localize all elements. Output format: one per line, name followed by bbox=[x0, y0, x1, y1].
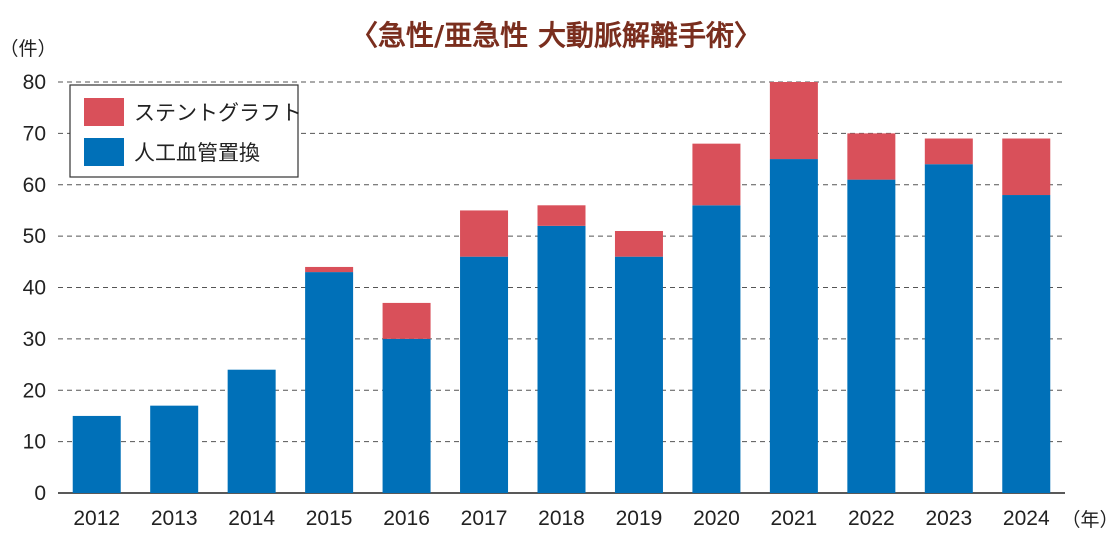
x-tick-label: 2022 bbox=[848, 507, 895, 530]
x-tick-label: 2019 bbox=[616, 507, 663, 530]
bar-2017-graft-replacement bbox=[460, 256, 509, 493]
x-tick-label: 2016 bbox=[383, 507, 430, 530]
bar-2016-stent-graft bbox=[382, 302, 431, 339]
x-axis-unit-label: （年） bbox=[1061, 509, 1112, 531]
y-tick-label: 20 bbox=[23, 379, 46, 402]
bars bbox=[72, 82, 1051, 494]
bar-2022-stent-graft bbox=[847, 133, 896, 180]
bar-2013-graft-replacement bbox=[150, 405, 199, 493]
bar-2020-graft-replacement bbox=[692, 205, 741, 494]
y-tick-label: 10 bbox=[23, 431, 46, 454]
x-tick-label: 2015 bbox=[306, 507, 353, 530]
x-tick-label: 2020 bbox=[693, 507, 740, 530]
bar-2021-graft-replacement bbox=[769, 159, 818, 493]
bar-2015-graft-replacement bbox=[305, 272, 354, 493]
x-axis-ticks: 2012 2013 2014 2015 2016 2017 2018 2019 2020 2021… bbox=[73, 507, 1050, 530]
x-tick-label: 2013 bbox=[151, 507, 198, 530]
bar-2023-stent-graft bbox=[924, 138, 973, 165]
bar-2019-stent-graft bbox=[614, 230, 663, 257]
legend-swatch-stent-graft bbox=[84, 98, 124, 126]
y-axis-unit-label: （件） bbox=[0, 38, 57, 60]
bar-2012-graft-replacement bbox=[72, 415, 121, 493]
bar-2014-graft-replacement bbox=[227, 369, 276, 493]
x-tick-label: 2017 bbox=[461, 507, 508, 530]
legend-label-graft-replacement: 人工血管置換 bbox=[134, 141, 260, 165]
y-tick-label: 40 bbox=[23, 277, 46, 300]
y-tick-label: 60 bbox=[23, 174, 46, 197]
bar-2017-stent-graft bbox=[460, 210, 509, 257]
bar-2020-stent-graft bbox=[692, 143, 741, 206]
y-tick-label: 0 bbox=[34, 482, 46, 505]
chart-title: 〈急性/亜急性 大動脈解離手術〉 bbox=[350, 19, 762, 52]
x-tick-label: 2021 bbox=[771, 507, 818, 530]
legend-label-stent-graft: ステントグラフト bbox=[134, 101, 302, 125]
bar-2016-graft-replacement bbox=[382, 338, 431, 493]
y-tick-label: 50 bbox=[23, 225, 46, 248]
y-tick-label: 70 bbox=[23, 122, 46, 145]
x-tick-label: 2023 bbox=[925, 507, 972, 530]
x-tick-label: 2014 bbox=[228, 507, 275, 530]
legend: ステントグラフト 人工血管置換 bbox=[69, 84, 302, 178]
bar-2022-graft-replacement bbox=[847, 179, 896, 494]
x-tick-label: 2012 bbox=[73, 507, 120, 530]
bar-2015-stent-graft bbox=[305, 266, 354, 273]
y-axis-ticks: 0 10 20 30 40 50 60 70 80 bbox=[23, 71, 46, 505]
bar-2024-graft-replacement bbox=[1002, 195, 1051, 493]
legend-swatch-graft-replacement bbox=[84, 138, 124, 166]
bar-2018-graft-replacement bbox=[537, 225, 586, 493]
bar-2019-graft-replacement bbox=[614, 256, 663, 493]
x-tick-label: 2024 bbox=[1003, 507, 1050, 530]
x-tick-label: 2018 bbox=[538, 507, 585, 530]
y-tick-label: 30 bbox=[23, 328, 46, 351]
bar-2023-graft-replacement bbox=[924, 164, 973, 493]
bar-2024-stent-graft bbox=[1002, 138, 1051, 196]
y-tick-label: 80 bbox=[23, 71, 46, 94]
bar-2018-stent-graft bbox=[537, 205, 586, 226]
bar-2021-stent-graft bbox=[769, 82, 818, 160]
